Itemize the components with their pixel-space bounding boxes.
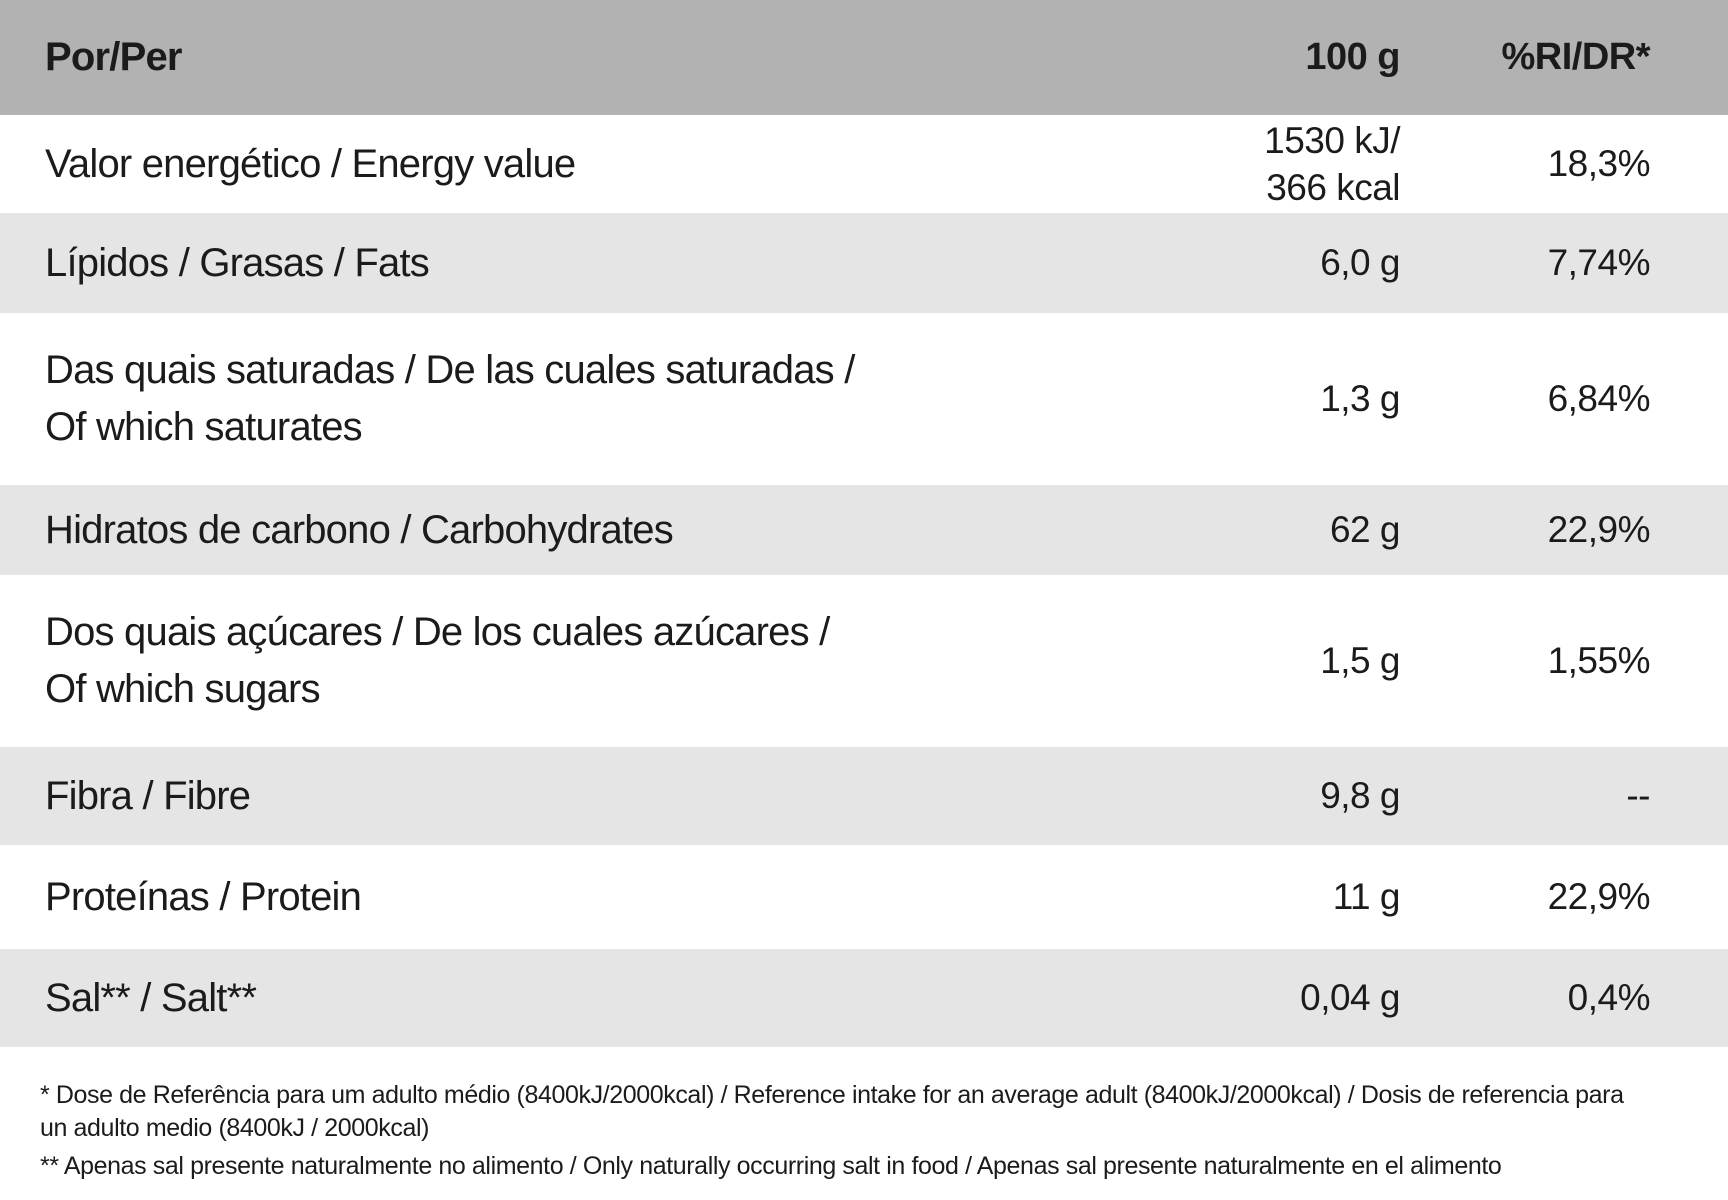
nutrient-label: Valor energético / Energy value — [45, 141, 576, 186]
table-header-row: Por/Per 100 g %RI/DR* — [0, 0, 1728, 115]
table-row-salt: Sal** / Salt** 0,04 g 0,4% — [0, 949, 1728, 1047]
nutrient-amount: 1,3 g — [1320, 378, 1400, 420]
nutrition-table: Por/Per 100 g %RI/DR* Valor energético /… — [0, 0, 1728, 1047]
table-row-saturates: Das quais saturadas / De las cuales satu… — [0, 313, 1728, 485]
nutrient-amount: 6,0 g — [1320, 242, 1400, 284]
table-row-sugars: Dos quais açúcares / De los cuales azúca… — [0, 575, 1728, 747]
table-row-energy: Valor energético / Energy value 1530 kJ/… — [0, 115, 1728, 213]
nutrient-label: Fibra / Fibre — [45, 773, 251, 818]
nutrient-amount: 9,8 g — [1320, 775, 1400, 817]
footnote-naturally-occurring-salt: ** Apenas sal presente naturalmente no a… — [40, 1152, 1502, 1180]
nutrient-ri-dr: 18,3% — [1547, 143, 1651, 184]
nutrient-label: Sal** / Salt** — [45, 975, 257, 1020]
nutrient-ri-dr: 7,74% — [1547, 242, 1651, 283]
nutrient-label: Das quais saturadas / De las cuales satu… — [45, 348, 855, 449]
footnote-reference-intake: * Dose de Referência para um adulto médi… — [40, 1081, 1624, 1142]
nutrient-amount: 11 g — [1332, 876, 1401, 918]
nutrient-ri-dr: 22,9% — [1547, 876, 1651, 917]
nutrient-ri-dr: 6,84% — [1547, 378, 1651, 419]
table-row-fibre: Fibra / Fibre 9,8 g -- — [0, 747, 1728, 845]
footnotes: * Dose de Referência para um adulto médi… — [0, 1047, 1728, 1183]
nutrient-label: Dos quais açúcares / De los cuales azúca… — [45, 610, 830, 711]
header-amount-column: 100 g — [1305, 36, 1400, 79]
nutrient-amount: 1530 kJ/ 366 kcal — [1264, 119, 1400, 208]
nutrient-ri-dr: 0,4% — [1567, 977, 1651, 1018]
table-row-fats: Lípidos / Grasas / Fats 6,0 g 7,74% — [0, 213, 1728, 313]
header-ri-dr-column: %RI/DR* — [1501, 36, 1650, 78]
nutrient-ri-dr: 22,9% — [1547, 509, 1651, 550]
nutrient-label: Lípidos / Grasas / Fats — [45, 240, 430, 285]
nutrient-ri-dr: 1,55% — [1547, 640, 1651, 681]
nutrient-label: Hidratos de carbono / Carbohydrates — [45, 507, 674, 552]
nutrient-amount: 0,04 g — [1300, 977, 1400, 1019]
nutrient-ri-dr: -- — [1626, 775, 1650, 816]
nutrient-label: Proteínas / Protein — [45, 874, 362, 919]
nutrient-amount: 1,5 g — [1320, 640, 1400, 682]
header-per-column: Por/Per — [45, 35, 182, 80]
nutrient-amount: 62 g — [1329, 509, 1401, 551]
table-row-protein: Proteínas / Protein 11 g 22,9% — [0, 845, 1728, 949]
table-row-carbohydrates: Hidratos de carbono / Carbohydrates 62 g… — [0, 485, 1728, 575]
